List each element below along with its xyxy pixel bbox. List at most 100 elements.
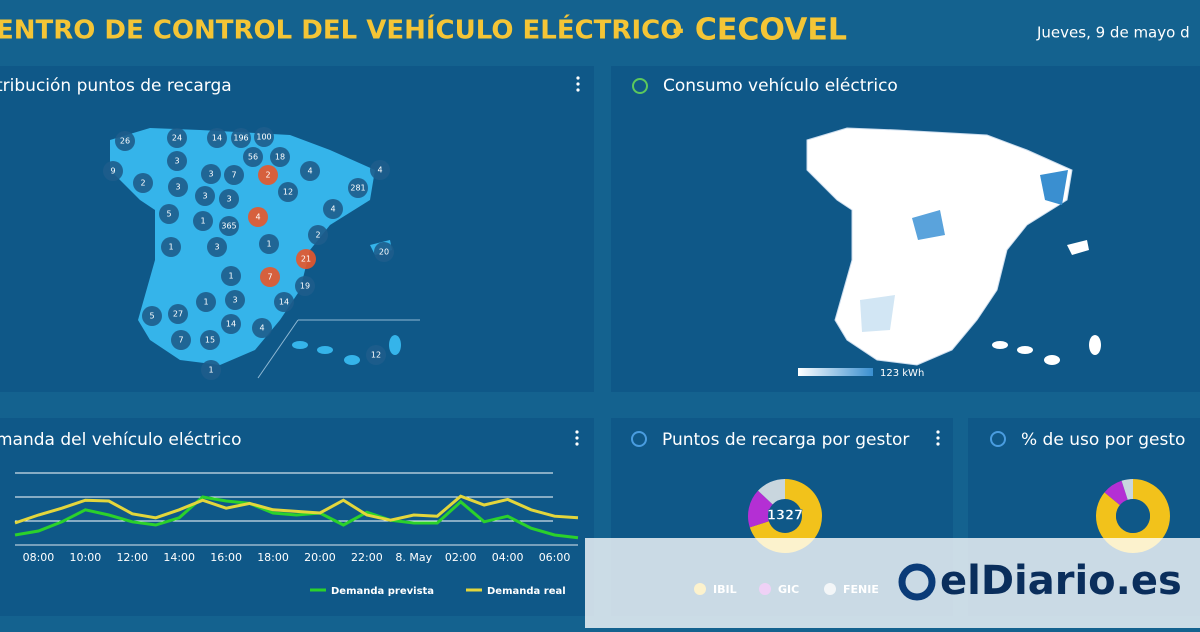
x-tick-label: 22:00 [351, 551, 383, 564]
map-count: 9 [110, 167, 115, 176]
map-badge [300, 161, 320, 181]
map-badge [252, 318, 272, 338]
map-badge [221, 314, 241, 334]
watermark-band [585, 538, 1200, 628]
canary-islands [992, 335, 1101, 365]
canary-islands [292, 335, 401, 365]
map-count: 1 [200, 217, 205, 226]
map-badge [254, 127, 274, 147]
map-badge [159, 204, 179, 224]
region-mid [912, 210, 945, 240]
map-count: 1 [168, 243, 173, 252]
map-count: 18 [275, 153, 285, 162]
series-line [14, 494, 579, 525]
map-badge [348, 178, 368, 198]
map-count: 14 [212, 134, 222, 143]
map-badge [225, 290, 245, 310]
map-count: 3 [214, 243, 219, 252]
map-count: 365 [221, 222, 236, 231]
logo-icon [898, 563, 936, 601]
legend-label: Demanda real [487, 586, 566, 597]
watermark: elDiario.es [940, 558, 1182, 604]
map-count: 1 [266, 240, 271, 249]
map-count: 56 [248, 153, 258, 162]
x-tick-label: 06:00 [539, 551, 571, 564]
map-badge [243, 147, 263, 167]
page-title-suffix: - CECOVEL [672, 13, 847, 48]
map-badge [278, 182, 298, 202]
donut-slice [1095, 479, 1170, 554]
map-count: 12 [283, 188, 293, 197]
map-badge [167, 151, 187, 171]
map-badge [258, 165, 278, 185]
map-count: 2 [265, 171, 270, 180]
map-badge [167, 128, 187, 148]
map-count: 4 [377, 166, 382, 175]
map-badge [295, 276, 315, 296]
map-badge [366, 345, 386, 365]
map-badge [224, 165, 244, 185]
x-tick-label: 10:00 [70, 551, 102, 564]
page-title: ENTRO DE CONTROL DEL VEHÍCULO ELÉCTRICO [0, 14, 682, 46]
map-count: 3 [174, 157, 179, 166]
map-count: 15 [205, 336, 215, 345]
map-badge [259, 234, 279, 254]
map-count: 24 [172, 134, 182, 143]
map-count: 7 [178, 336, 183, 345]
x-tick-label: 14:00 [163, 551, 195, 564]
date: Jueves, 9 de mayo d [1036, 24, 1190, 42]
map-badge [171, 330, 191, 350]
map-badge [274, 292, 294, 312]
map-count: 20 [379, 248, 389, 257]
map-badge [168, 304, 188, 324]
map-badge [219, 189, 239, 209]
donut-total: 1327 [767, 509, 803, 524]
panel-title: tribución puntos de recarga [0, 76, 232, 96]
map-count: 7 [267, 273, 272, 282]
map-badge [161, 237, 181, 257]
pie-icon [990, 431, 1006, 447]
map-badge [207, 237, 227, 257]
map-count: 4 [307, 167, 312, 176]
map-count: 2 [315, 231, 320, 240]
map-count: 4 [330, 205, 335, 214]
x-tick-label: 20:00 [304, 551, 336, 564]
balearic [1067, 240, 1089, 255]
legend-label: Demanda prevista [331, 586, 434, 597]
donut-slice [1121, 479, 1133, 500]
donut-slice [758, 479, 785, 505]
panel [0, 418, 594, 616]
x-tick-label: 16:00 [210, 551, 242, 564]
x-tick-label: 02:00 [445, 551, 477, 564]
x-tick-label: 04:00 [492, 551, 524, 564]
map-count: 1 [203, 298, 208, 307]
map-count: 3 [226, 195, 231, 204]
map-count: 1 [208, 366, 213, 375]
map-badge [231, 128, 251, 148]
x-tick-label: 18:00 [257, 551, 289, 564]
map-badge [221, 266, 241, 286]
map-count: 100 [256, 133, 271, 142]
menu-icon[interactable] [575, 76, 940, 446]
map-count: 21 [301, 255, 311, 264]
map-count: 14 [226, 320, 236, 329]
map-badge [168, 177, 188, 197]
panel-title: Puntos de recarga por gestor [662, 430, 909, 450]
map-badge [248, 207, 268, 227]
series-line [14, 495, 579, 540]
map-badge [142, 306, 162, 326]
map-count: 196 [233, 134, 248, 143]
map-badge [308, 225, 328, 245]
map-badge [270, 147, 290, 167]
map-badge [196, 292, 216, 312]
map-count: 26 [120, 137, 130, 146]
region-high [1040, 170, 1068, 205]
color-scale [798, 368, 873, 376]
globe-icon [632, 78, 648, 94]
inset-border [257, 319, 299, 379]
x-tick-label: 8. May [395, 551, 432, 564]
map-count: 27 [173, 310, 183, 319]
map-count: 3 [175, 183, 180, 192]
map-count: 1 [228, 272, 233, 281]
